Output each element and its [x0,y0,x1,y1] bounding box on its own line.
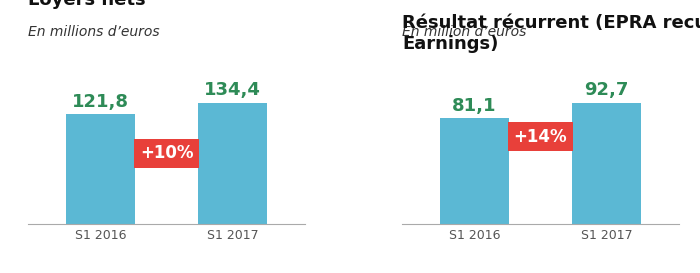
Text: Loyers nets: Loyers nets [28,0,146,8]
Bar [66,114,135,224]
Bar [572,103,640,224]
Bar [198,103,267,224]
Text: En million d’euros: En million d’euros [402,25,526,39]
Text: 92,7: 92,7 [584,82,629,99]
Text: 121,8: 121,8 [72,93,129,111]
Text: Résultat récurrent (EPRA recurr.
Earnings): Résultat récurrent (EPRA recurr. Earning… [402,14,700,53]
Text: +10%: +10% [140,144,193,162]
Text: En millions d’euros: En millions d’euros [28,25,160,39]
Text: 134,4: 134,4 [204,82,261,99]
Bar [440,118,509,224]
Text: 81,1: 81,1 [452,97,497,115]
Text: +14%: +14% [514,127,567,146]
